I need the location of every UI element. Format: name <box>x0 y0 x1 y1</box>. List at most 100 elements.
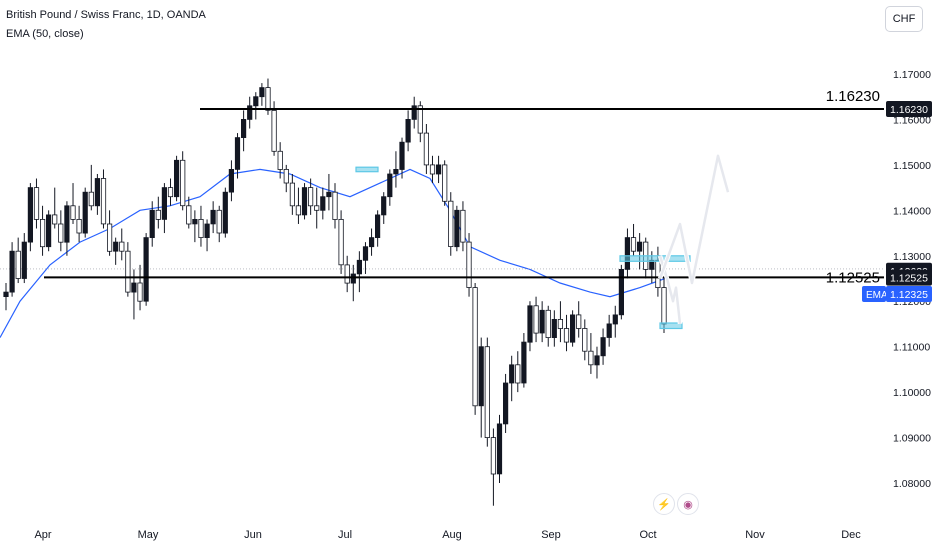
candle <box>247 96 253 129</box>
candle-body <box>448 200 454 247</box>
candle <box>551 310 557 347</box>
candle-body <box>618 268 625 316</box>
candle <box>173 155 180 202</box>
price-tick: 1.09000 <box>893 433 931 445</box>
candle-body <box>88 191 94 207</box>
candle-body <box>387 173 393 198</box>
candle-body <box>234 137 241 170</box>
candle <box>119 228 125 261</box>
candle <box>570 310 576 347</box>
price-tick: 1.14000 <box>893 205 931 217</box>
candle <box>539 301 545 343</box>
candle-body <box>295 205 302 216</box>
time-label: Dec <box>841 529 861 541</box>
candle <box>594 346 600 379</box>
candle-body <box>247 105 253 120</box>
candle <box>399 137 405 179</box>
candle <box>9 242 15 297</box>
ema-label-bg <box>862 286 886 302</box>
candle-body <box>253 96 259 107</box>
candle-body <box>411 105 417 120</box>
candle-body <box>612 314 618 325</box>
calendar-event-icon[interactable]: ◉ <box>677 493 699 515</box>
candle-body <box>576 314 582 329</box>
ema-label: EMA <box>866 290 888 301</box>
symbol-title: British Pound / Swiss Franc, 1D, OANDA <box>6 9 206 21</box>
candle <box>374 210 381 247</box>
candle-body <box>490 437 497 475</box>
candle-body <box>374 214 381 238</box>
candle-body <box>277 150 283 170</box>
candle <box>198 205 204 247</box>
candle-body <box>496 423 503 475</box>
candle <box>15 237 21 284</box>
candle <box>113 237 119 265</box>
candle <box>301 183 308 220</box>
candle-body <box>82 191 88 234</box>
candle-body <box>107 223 113 252</box>
lightning-icon[interactable]: ⚡ <box>653 493 675 515</box>
candle-body <box>381 196 387 216</box>
time-label: Jul <box>338 529 352 541</box>
candle-body <box>186 205 192 225</box>
candle-body <box>472 287 478 407</box>
candle <box>533 296 539 343</box>
candle <box>454 205 460 252</box>
candle <box>82 187 88 238</box>
candle-body <box>167 187 174 198</box>
price-tick: 1.13000 <box>893 251 931 263</box>
zone-box <box>619 255 691 262</box>
candle <box>88 164 94 211</box>
candle <box>192 210 198 243</box>
candle-body <box>21 241 27 279</box>
candle-body <box>545 309 551 338</box>
time-label: Apr <box>34 529 51 541</box>
currency-button[interactable]: CHF <box>885 6 923 32</box>
candle <box>448 192 454 256</box>
candle <box>289 173 296 215</box>
candle <box>216 205 222 243</box>
candle <box>387 169 393 206</box>
candle-body <box>125 250 131 293</box>
candle-body <box>149 209 155 239</box>
projection-layer <box>657 153 731 325</box>
candle-body <box>521 341 527 384</box>
candle-body <box>320 196 326 211</box>
candle <box>295 187 302 224</box>
candle-body <box>478 346 484 407</box>
candle-body <box>551 318 557 338</box>
candle-body <box>399 141 405 170</box>
candle <box>338 210 344 274</box>
candle <box>637 233 643 270</box>
candle-body <box>58 223 64 243</box>
candle-body <box>515 364 521 384</box>
candles-layer <box>3 78 667 506</box>
candle-body <box>563 328 570 343</box>
ema-layer <box>0 168 884 338</box>
candle-body <box>423 132 430 166</box>
candle-body <box>582 328 588 352</box>
candle <box>222 187 228 238</box>
candle-body <box>259 87 265 98</box>
candle-body <box>527 305 533 343</box>
candle-body <box>533 305 539 334</box>
candle-body <box>557 318 564 329</box>
candle-body <box>314 205 320 211</box>
candle-body <box>228 168 234 193</box>
zone-box <box>355 166 379 173</box>
candle-body <box>466 241 472 288</box>
candle <box>606 314 612 347</box>
candle-body <box>204 223 210 239</box>
candle <box>58 210 64 252</box>
candle <box>3 283 9 311</box>
candle <box>612 305 618 338</box>
time-label: Nov <box>745 529 765 541</box>
candle-body <box>46 214 52 248</box>
candle <box>210 201 216 234</box>
candle-body <box>326 191 332 198</box>
candle-body <box>143 237 149 302</box>
candle <box>27 183 34 252</box>
candle <box>240 110 247 152</box>
candle <box>417 101 423 143</box>
